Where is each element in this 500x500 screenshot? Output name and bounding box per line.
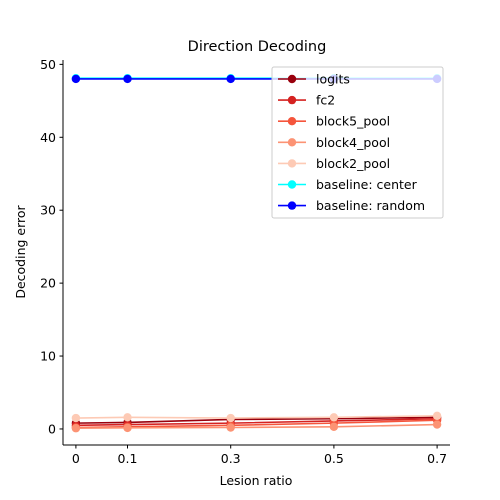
x-tick-label: 0.1 xyxy=(118,451,138,466)
data-point-block4-pool xyxy=(329,422,339,431)
data-point-block2-pool xyxy=(432,411,442,421)
data-point-baseline-random xyxy=(123,74,132,84)
chart-title: Direction Decoding xyxy=(188,39,327,55)
x-tick-label: 0 xyxy=(72,451,80,466)
data-point-baseline-random xyxy=(71,74,81,84)
legend-marker xyxy=(287,74,297,84)
legend-marker xyxy=(287,201,297,210)
y-axis-label: Decoding error xyxy=(13,204,28,298)
legend-label: fc2 xyxy=(316,93,335,108)
x-tick-label: 0.3 xyxy=(221,451,241,466)
y-tick-label: 50 xyxy=(40,57,56,72)
legend-label: baseline: random xyxy=(316,198,425,213)
data-point-block2-pool xyxy=(71,413,81,423)
y-tick-label: 0 xyxy=(48,421,56,436)
y-tick-label: 40 xyxy=(40,130,56,145)
x-tick-label: 0.7 xyxy=(427,451,447,466)
y-tick-label: 30 xyxy=(40,203,56,218)
legend-frame xyxy=(271,66,444,219)
legend-marker xyxy=(287,159,297,168)
data-point-block4-pool xyxy=(123,423,132,433)
x-tick-label: 0.5 xyxy=(324,451,344,466)
legend-marker xyxy=(287,138,297,147)
legend-marker xyxy=(287,95,297,105)
data-point-baseline-random xyxy=(226,74,235,84)
data-point-block2-pool xyxy=(329,413,339,422)
legend-label: block2_pool xyxy=(316,156,390,171)
data-point-block4-pool xyxy=(226,423,235,432)
legend-label: block5_pool xyxy=(316,114,390,129)
legend: logits fc2 block5_pool block4_pool block2_po… xyxy=(271,66,444,219)
data-point-block4-pool xyxy=(432,420,442,429)
y-tick-label: 10 xyxy=(40,349,56,364)
legend-label: block4_pool xyxy=(316,135,390,150)
legend-label: baseline: center xyxy=(316,177,418,192)
y-ticks: 0 10 20 30 40 50 xyxy=(40,57,63,436)
legend-marker xyxy=(287,180,297,189)
data-point-block2-pool xyxy=(123,413,132,422)
legend-marker xyxy=(287,117,297,126)
data-point-block4-pool xyxy=(71,424,81,433)
y-tick-label: 20 xyxy=(40,276,56,291)
legend-label: logits xyxy=(316,72,350,87)
x-axis-label: Lesion ratio xyxy=(220,473,293,488)
x-ticks: 0 0.1 0.3 0.5 0.7 xyxy=(72,445,447,466)
data-point-block2-pool xyxy=(226,413,235,423)
